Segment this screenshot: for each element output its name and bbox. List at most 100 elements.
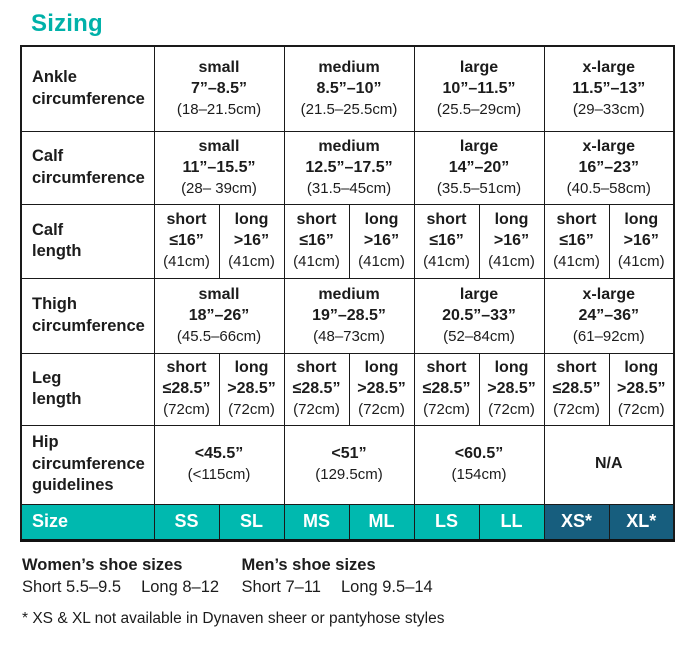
table-cell: N/A <box>543 424 675 505</box>
size-cell-ms: MS <box>283 503 350 542</box>
table-cell: long >28.5” (72cm) <box>478 352 545 426</box>
cell-line: (72cm) <box>293 401 340 419</box>
table-cell: small 11”–15.5” (28– 39cm) <box>153 130 285 205</box>
row-label-line: circumference <box>32 89 145 108</box>
cell-line: short <box>426 211 467 229</box>
table-cell: short ≤16” (41cm) <box>413 203 480 279</box>
mens-long-value: Long 9.5–14 <box>340 578 433 596</box>
table-cell: short ≤28.5” (72cm) <box>153 352 220 426</box>
cell-line: <45.5” <box>194 445 244 463</box>
cell-line: medium <box>318 137 380 155</box>
cell-line: short <box>296 359 337 377</box>
cell-line: (72cm) <box>553 401 600 419</box>
cell-line: (<115cm) <box>187 466 251 484</box>
cell-line: (25.5–29cm) <box>436 100 522 118</box>
table-cell: <60.5” (154cm) <box>413 424 545 505</box>
cell-line: (31.5–45cm) <box>306 179 392 197</box>
cell-line: (40.5–58cm) <box>566 179 651 197</box>
row-label-line: length <box>32 390 82 408</box>
table-cell: long >16” (41cm) <box>478 203 545 279</box>
cell-line: (72cm) <box>423 401 470 419</box>
womens-shoe-sizes: Women’s shoe sizes Short 5.5–9.5 Long 8–1… <box>22 556 237 597</box>
cell-line: (41cm) <box>228 253 275 271</box>
cell-line: ≤16” <box>299 232 334 250</box>
cell-line: >16” <box>623 232 659 250</box>
table-cell: short ≤28.5” (72cm) <box>543 352 610 426</box>
table-cell: x-large 11.5”–13” (29–33cm) <box>543 45 675 132</box>
cell-line: (41cm) <box>553 253 600 271</box>
cell-line: long <box>364 359 399 377</box>
cell-line: short <box>166 359 207 377</box>
table-row: Calf circumference small 11”–15.5” (28– 39cm… <box>20 130 675 205</box>
cell-line: 18”–26” <box>188 306 250 324</box>
cell-line: long <box>234 211 269 229</box>
cell-line: medium <box>318 59 380 77</box>
cell-line: (72cm) <box>617 401 665 419</box>
cell-line: 11.5”–13” <box>572 80 646 97</box>
table-cell: long >28.5” (72cm) <box>348 352 415 426</box>
table-cell: large 14”–20” (35.5–51cm) <box>413 130 545 205</box>
cell-line: short <box>166 211 207 229</box>
table-cell: x-large 16”–23” (40.5–58cm) <box>543 130 675 205</box>
cell-line: (41cm) <box>617 253 665 271</box>
table-cell: small 7”–8.5” (18–21.5cm) <box>153 45 285 132</box>
table-row: Ankle circumference small 7”–8.5” (18–21.5cm… <box>20 45 675 132</box>
cell-line: large <box>459 137 499 155</box>
row-label: Thigh circumference <box>20 277 155 354</box>
cell-line: ≤28.5” <box>422 380 471 398</box>
row-label-line: circumference <box>32 454 145 473</box>
cell-line: (41cm) <box>163 253 210 271</box>
table-cell: <45.5” (<115cm) <box>153 424 285 505</box>
table-cell: short ≤28.5” (72cm) <box>283 352 350 426</box>
table-cell: short ≤16” (41cm) <box>283 203 350 279</box>
row-label-line: Calf <box>32 147 64 166</box>
cell-line: >28.5” <box>487 380 536 398</box>
cell-line: 19”–28.5” <box>312 306 386 324</box>
cell-line: short <box>426 359 467 377</box>
cell-line: x-large <box>582 137 635 155</box>
cell-line: 11”–15.5” <box>182 158 256 176</box>
size-cell-ll: LL <box>478 503 545 542</box>
table-cell: small 18”–26” (45.5–66cm) <box>153 277 285 354</box>
sizing-table: Ankle circumference small 7”–8.5” (18–21.5cm… <box>20 45 675 542</box>
shoe-sizes-footer: Women’s shoe sizes Short 5.5–9.5 Long 8–1… <box>22 556 433 597</box>
cell-line: short <box>556 211 597 229</box>
cell-line: >28.5” <box>617 380 666 398</box>
cell-line: medium <box>318 285 380 303</box>
cell-line: large <box>459 285 499 303</box>
page-title: Sizing <box>31 10 103 37</box>
cell-line: ≤28.5” <box>162 380 211 398</box>
row-label: Hip circumference guidelines <box>20 424 155 505</box>
table-cell: medium 19”–28.5” (48–73cm) <box>283 277 415 354</box>
cell-line: small <box>198 285 240 303</box>
size-cell-ls: LS <box>413 503 480 542</box>
cell-line: long <box>234 359 269 377</box>
row-label-line: length <box>32 242 82 260</box>
table-cell: medium 8.5”–10” (21.5–25.5cm) <box>283 45 415 132</box>
cell-line: >28.5” <box>357 380 406 398</box>
table-cell: <51” (129.5cm) <box>283 424 415 505</box>
row-label-line: guidelines <box>32 476 114 495</box>
cell-line: 20.5”–33” <box>442 306 516 324</box>
row-label-line: Thigh <box>32 295 77 314</box>
row-label: Calf circumference <box>20 130 155 205</box>
cell-line: ≤16” <box>169 232 204 250</box>
cell-line: (72cm) <box>488 401 535 419</box>
cell-line: 7”–8.5” <box>190 80 248 97</box>
cell-line: ≤28.5” <box>552 380 601 398</box>
cell-line: (61–92cm) <box>572 327 645 345</box>
cell-line: (41cm) <box>358 253 405 271</box>
cell-line: x-large <box>582 59 635 77</box>
table-cell: long >16” (41cm) <box>348 203 415 279</box>
womens-short-value: Short 5.5–9.5 <box>22 578 122 596</box>
row-label-line: circumference <box>32 168 145 187</box>
row-label-line: Ankle <box>32 68 77 87</box>
cell-line: (154cm) <box>451 466 507 484</box>
cell-line: 8.5”–10” <box>316 80 382 97</box>
cell-line: small <box>198 137 240 155</box>
cell-line: 14”–20” <box>448 158 510 176</box>
cell-line: long <box>494 359 529 377</box>
cell-line: long <box>364 211 399 229</box>
cell-line: (52–84cm) <box>443 327 515 345</box>
table-cell: short ≤16” (41cm) <box>153 203 220 279</box>
